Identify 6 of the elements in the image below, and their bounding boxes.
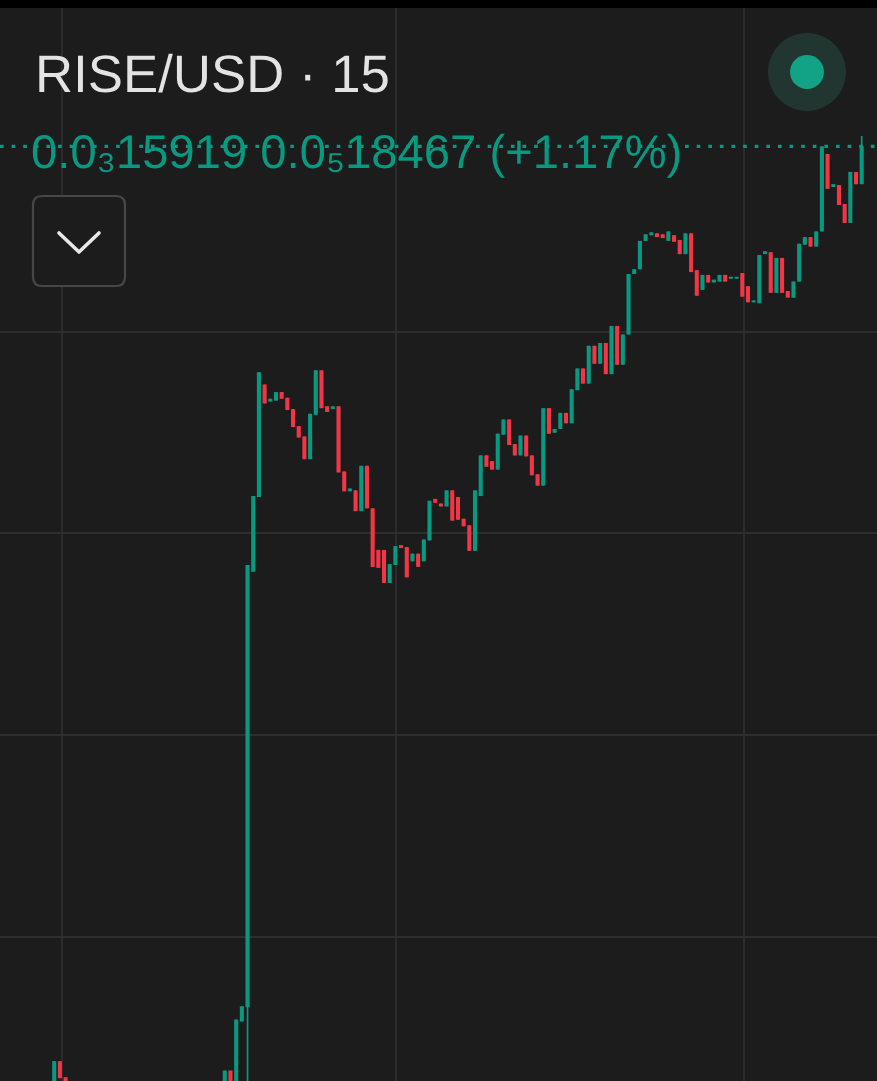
candlestick <box>836 184 841 206</box>
annotation: 0.0₃15919 0.0₅18467 (+1.17%) <box>32 133 680 178</box>
candlestick <box>740 272 745 298</box>
candlestick <box>52 1060 57 1081</box>
candlestick <box>842 203 847 224</box>
chart-title: RISE/USD · 15 <box>39 53 388 93</box>
